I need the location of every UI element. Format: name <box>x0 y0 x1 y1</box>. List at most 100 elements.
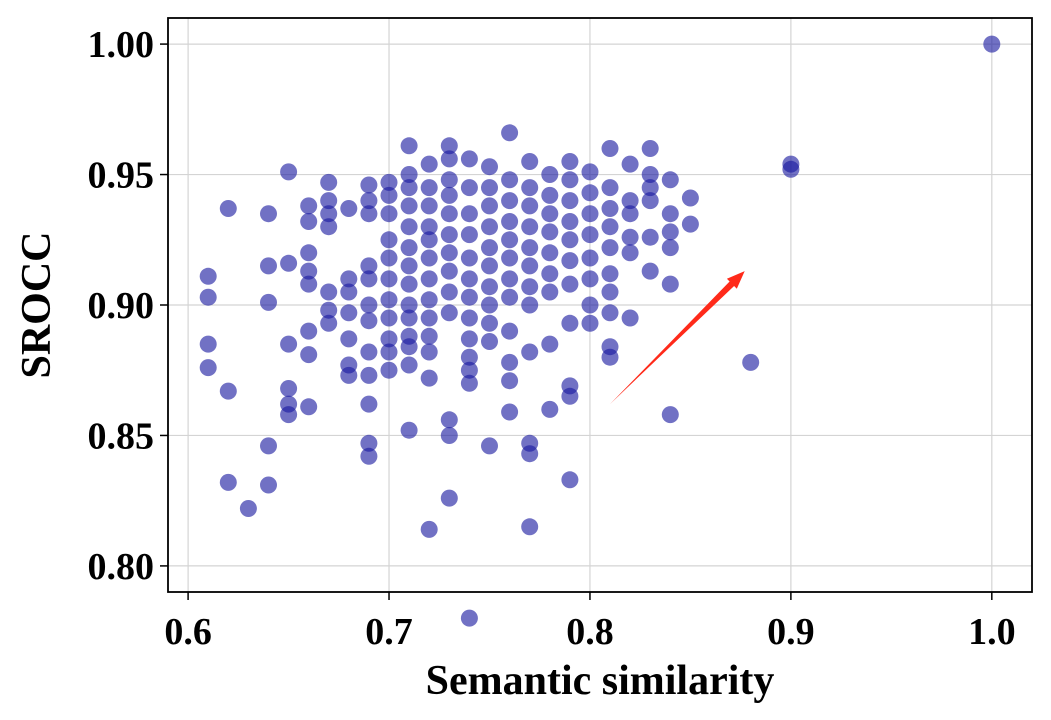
data-point <box>380 270 398 288</box>
data-point <box>199 335 217 353</box>
data-point <box>561 213 579 230</box>
data-point <box>420 327 438 345</box>
data-point <box>300 244 318 262</box>
data-point <box>481 278 498 296</box>
data-point <box>641 179 659 197</box>
x-tick-label: 0.9 <box>767 611 815 653</box>
data-point <box>481 314 498 332</box>
data-point <box>460 609 478 627</box>
data-point <box>501 249 519 267</box>
data-point <box>300 262 318 280</box>
data-point <box>641 228 659 246</box>
data-point <box>400 179 418 197</box>
data-point <box>521 239 539 257</box>
data-point <box>521 218 539 236</box>
data-point <box>460 309 478 327</box>
data-point <box>621 244 639 262</box>
data-point <box>561 275 579 293</box>
data-point <box>661 275 679 293</box>
data-point <box>742 353 760 371</box>
data-point <box>280 163 298 181</box>
data-point <box>601 179 619 197</box>
data-point <box>420 270 438 288</box>
data-point <box>280 406 298 424</box>
data-point <box>661 205 679 223</box>
data-point <box>260 257 277 275</box>
data-point <box>521 296 539 314</box>
data-point <box>199 288 217 306</box>
data-point <box>561 153 579 170</box>
data-point <box>521 278 539 296</box>
data-point <box>460 348 478 366</box>
data-point <box>621 192 639 210</box>
data-point <box>601 200 619 217</box>
data-point <box>420 369 438 387</box>
data-point <box>440 226 458 244</box>
data-point <box>561 171 579 189</box>
data-point <box>340 270 358 288</box>
data-point <box>320 205 338 223</box>
data-point <box>260 293 277 311</box>
data-point <box>400 166 418 183</box>
data-point <box>460 330 478 348</box>
data-point <box>280 335 298 353</box>
grid-lines <box>168 18 1032 592</box>
data-point <box>481 437 498 455</box>
data-point <box>661 223 679 241</box>
data-point <box>320 192 338 210</box>
data-point <box>561 314 579 332</box>
data-point <box>440 186 458 204</box>
data-point <box>300 213 318 230</box>
data-point <box>641 166 659 183</box>
data-point <box>440 262 458 280</box>
data-point <box>400 421 418 439</box>
data-point <box>340 304 358 322</box>
data-point <box>481 158 498 176</box>
data-point <box>621 228 639 246</box>
data-point <box>420 197 438 215</box>
data-point <box>541 186 559 204</box>
data-point <box>581 163 599 181</box>
data-point <box>380 361 398 379</box>
data-point <box>581 205 599 223</box>
data-point <box>380 249 398 267</box>
data-point <box>440 283 458 301</box>
data-point <box>601 265 619 283</box>
y-axis-label: SROCC <box>14 231 60 378</box>
data-point <box>601 239 619 257</box>
data-point <box>581 226 599 244</box>
data-point <box>300 346 318 364</box>
data-point <box>340 330 358 348</box>
data-point <box>340 366 358 384</box>
data-point <box>380 309 398 327</box>
data-point <box>420 155 438 173</box>
data-point <box>481 179 498 197</box>
x-axis-label: Semantic similarity <box>426 658 775 704</box>
data-point <box>219 200 237 217</box>
data-point <box>380 330 398 348</box>
annotations <box>610 271 745 405</box>
data-point <box>481 197 498 215</box>
data-point <box>280 380 298 397</box>
data-point <box>420 218 438 236</box>
data-point <box>501 231 519 249</box>
data-point <box>440 137 458 155</box>
data-point <box>501 322 519 340</box>
data-point <box>641 262 659 280</box>
data-point <box>420 291 438 309</box>
y-tick-label: 0.90 <box>88 285 155 327</box>
data-point <box>521 257 539 275</box>
data-point <box>219 382 237 400</box>
data-point <box>641 192 659 210</box>
data-point <box>601 218 619 236</box>
data-point <box>199 267 217 285</box>
data-point <box>360 270 378 288</box>
data-point <box>420 309 438 327</box>
x-tick-label: 0.8 <box>566 611 614 653</box>
data-point <box>300 322 318 340</box>
data-point <box>501 270 519 288</box>
data-point <box>661 171 679 189</box>
data-point <box>460 150 478 168</box>
data-point <box>420 231 438 249</box>
